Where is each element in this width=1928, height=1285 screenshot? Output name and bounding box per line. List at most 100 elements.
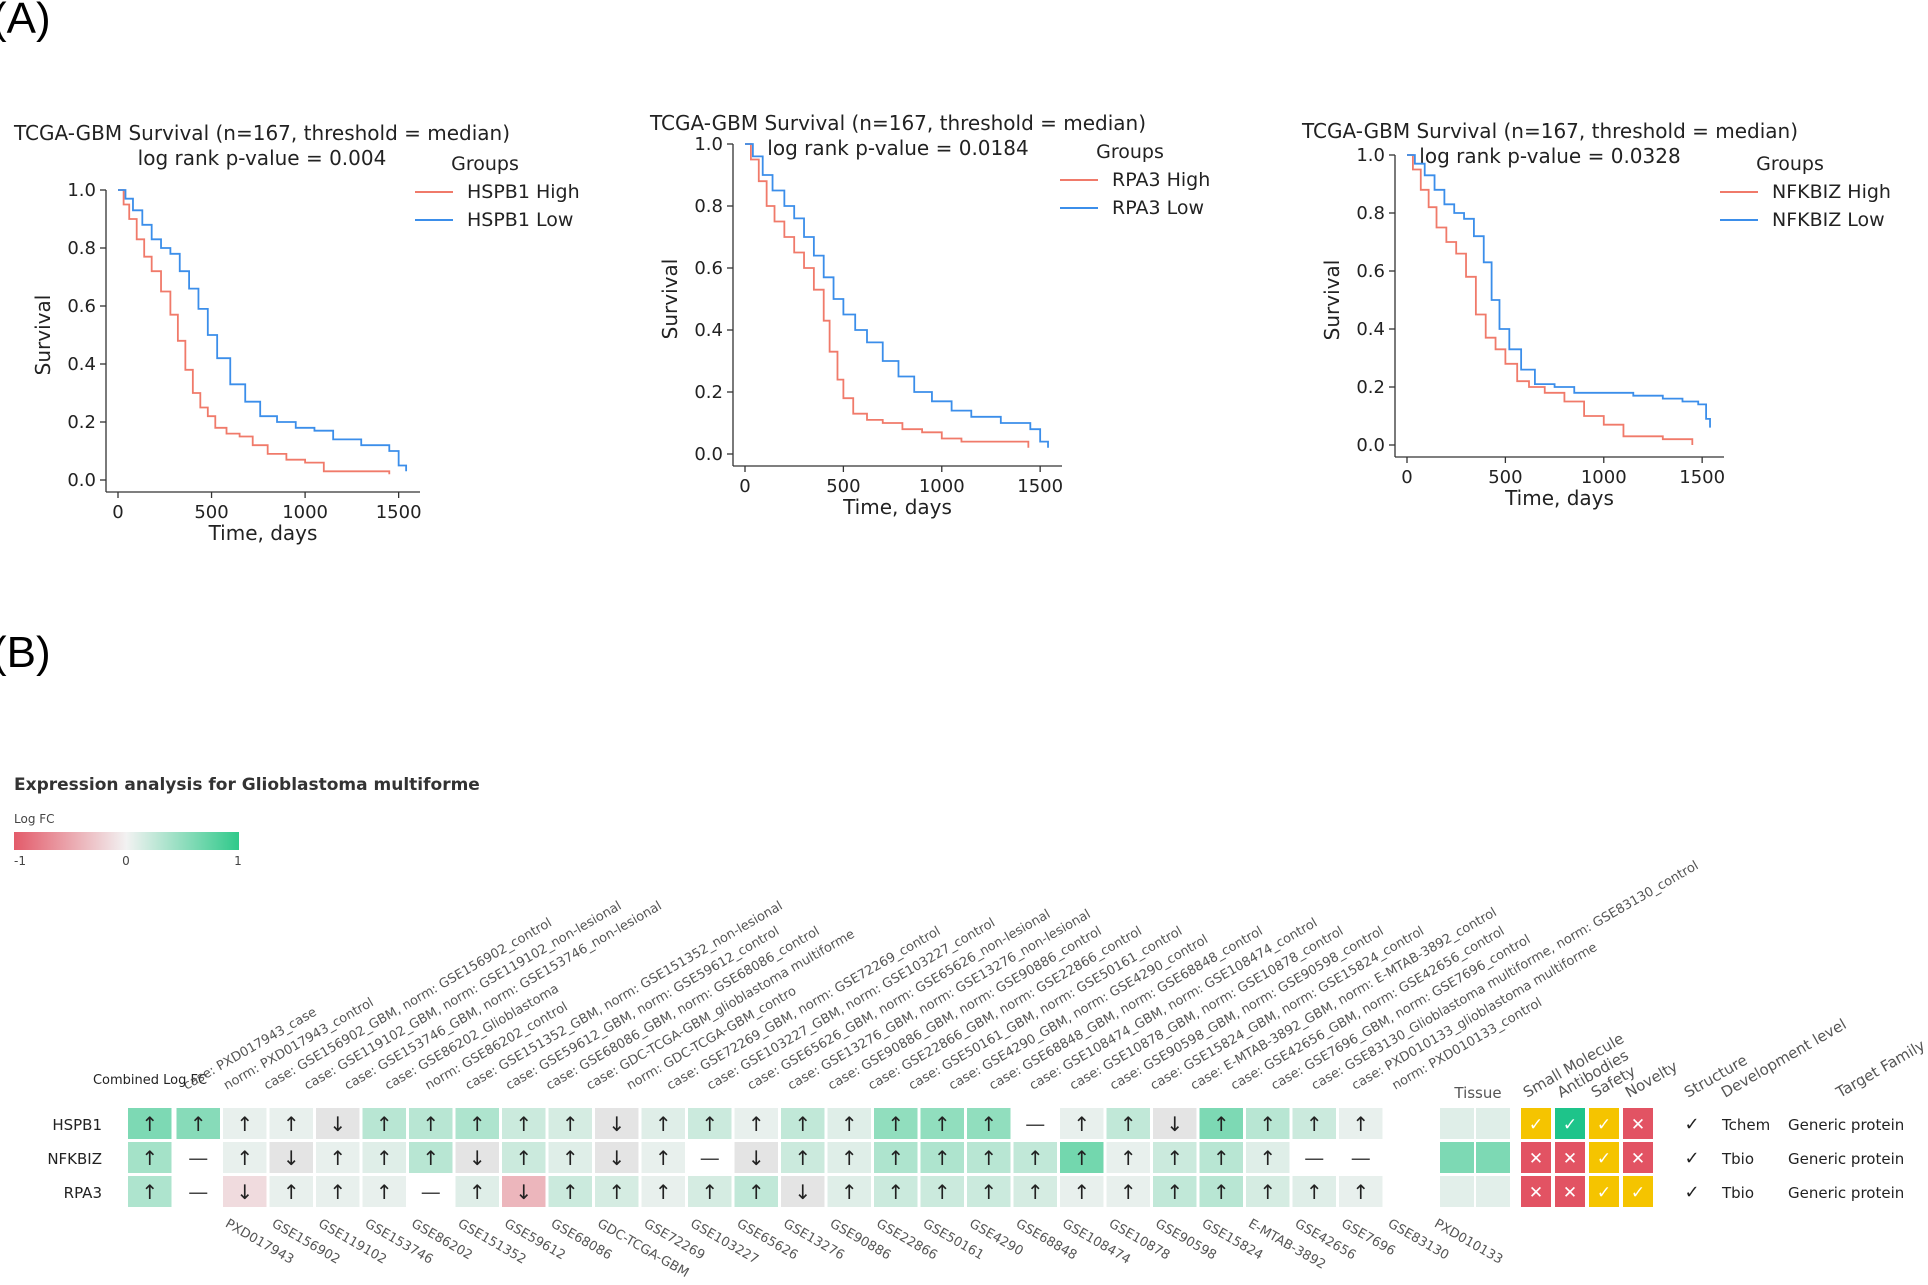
expression-cell: [781, 1142, 825, 1173]
expression-arrow: ↑: [236, 1112, 253, 1136]
cross-glyph: ✕: [1631, 1149, 1645, 1169]
km-chart-hspb1: TCGA-GBM Survival (n=167, threshold = me…: [13, 121, 580, 545]
expression-arrow: ↑: [515, 1112, 532, 1136]
colorbar-tick: 0: [122, 854, 130, 868]
x-tick-label: 0: [1401, 467, 1412, 488]
expression-arrow: ↑: [1166, 1180, 1183, 1204]
expression-arrow: ↑: [376, 1180, 393, 1204]
expression-arrow: ↑: [794, 1112, 811, 1136]
row-label-nfkbiz: NFKBIZ: [47, 1150, 102, 1168]
survival-curve-low: [1407, 154, 1711, 428]
expression-cell: [1199, 1142, 1243, 1173]
expression-cell: [827, 1108, 871, 1139]
km-chart-rpa3: TCGA-GBM Survival (n=167, threshold = me…: [649, 111, 1210, 519]
expression-cell: [1339, 1176, 1383, 1207]
panel-label-a: (A): [0, 0, 51, 43]
x-tick-label: 0: [739, 476, 750, 497]
expression-arrow: ↑: [283, 1112, 300, 1136]
y-tick-label: 0.6: [1356, 261, 1385, 282]
colorbar-tick: -1: [14, 854, 26, 868]
cross-glyph: ✕: [1563, 1183, 1577, 1203]
legend-title: Groups: [451, 153, 519, 175]
expression-arrow: ↓: [283, 1146, 300, 1170]
tissue-cell: [1440, 1142, 1474, 1173]
check-glyph: ✓: [1529, 1115, 1543, 1135]
y-tick-label: 0.0: [1356, 435, 1385, 456]
y-tick-label: 1.0: [694, 134, 723, 155]
y-axis-label: Survival: [658, 259, 682, 340]
y-axis-label: Survival: [1320, 260, 1344, 341]
expression-arrow: ↓: [236, 1180, 253, 1204]
tissue-cell: [1476, 1176, 1510, 1207]
expression-arrow: ↑: [887, 1180, 904, 1204]
y-tick-label: 0.4: [694, 320, 723, 341]
tissue-header: Tissue: [1453, 1084, 1501, 1102]
expression-cell: [269, 1176, 313, 1207]
legend-title: Groups: [1096, 141, 1164, 163]
check-glyph: ✓: [1597, 1149, 1611, 1169]
target-family: Generic protein: [1788, 1184, 1904, 1202]
expression-cell: [1013, 1142, 1057, 1173]
expression-arrow: ↑: [1213, 1112, 1230, 1136]
legend-title: Groups: [1756, 153, 1824, 175]
expression-cell: [874, 1176, 918, 1207]
x-tick-label: 500: [1488, 467, 1522, 488]
expression-cell: [1199, 1108, 1243, 1139]
combined-arrow: ↑: [141, 1146, 158, 1170]
expression-arrow: ↑: [934, 1112, 951, 1136]
y-tick-label: 0.4: [67, 354, 96, 375]
x-axis-label: Time, days: [842, 495, 952, 519]
expression-cell: [1060, 1176, 1104, 1207]
expression-cell: [1106, 1108, 1150, 1139]
expression-cell: [1153, 1176, 1197, 1207]
expression-cell: [827, 1176, 871, 1207]
expression-cell: [641, 1176, 685, 1207]
y-tick-label: 0.0: [694, 444, 723, 465]
expression-arrow: ↑: [469, 1180, 486, 1204]
survival-curve-low: [745, 143, 1049, 448]
expression-arrow: —: [421, 1180, 441, 1204]
expression-arrow: ↑: [1259, 1112, 1276, 1136]
expression-arrow: —: [1351, 1146, 1371, 1170]
check-icon: [1623, 1176, 1653, 1207]
expression-cell: [269, 1108, 313, 1139]
expression-arrow: ↑: [1166, 1146, 1183, 1170]
combined-cell: [128, 1108, 172, 1139]
check-glyph: ✓: [1563, 1115, 1577, 1135]
colorbar-label: Log FC: [14, 812, 55, 826]
expression-arrow: ↑: [655, 1180, 672, 1204]
survival-curve-high: [118, 189, 391, 475]
y-tick-label: 0.4: [1356, 319, 1385, 340]
expression-cell: [641, 1142, 685, 1173]
tissue-cell: [1476, 1108, 1510, 1139]
legend-entry: RPA3 High: [1112, 169, 1210, 191]
y-axis-label: Survival: [31, 295, 55, 376]
expression-arrow: ↑: [422, 1112, 439, 1136]
legend-entry: HSPB1 High: [467, 181, 580, 203]
check-icon: [1555, 1108, 1585, 1139]
expression-arrow: —: [1304, 1146, 1324, 1170]
colorbar: [14, 832, 239, 850]
combined-header: Combined Log FC: [93, 1073, 207, 1088]
expression-arrow: ↑: [748, 1112, 765, 1136]
y-tick-label: 0.2: [67, 412, 96, 433]
expression-cell: [1060, 1108, 1104, 1139]
expression-arrow: ↑: [1352, 1112, 1369, 1136]
cross-icon: [1521, 1176, 1551, 1207]
expression-arrow: ↓: [329, 1112, 346, 1136]
legend-entry: NFKBIZ High: [1772, 181, 1891, 203]
expression-cell: [316, 1176, 360, 1207]
chart-title: TCGA-GBM Survival (n=167, threshold = me…: [649, 111, 1146, 135]
combined-cell: [128, 1176, 172, 1207]
expression-cell: [223, 1108, 267, 1139]
row-label-rpa3: RPA3: [64, 1184, 102, 1202]
check-icon: [1521, 1108, 1551, 1139]
x-tick-label: 1500: [376, 502, 422, 523]
row-label-hspb1: HSPB1: [52, 1116, 102, 1134]
chart-title: TCGA-GBM Survival (n=167, threshold = me…: [1301, 120, 1798, 143]
expression-cell: [316, 1142, 360, 1173]
x-tick-label: 500: [194, 502, 228, 523]
expression-arrow: ↑: [980, 1146, 997, 1170]
expression-arrow: ↑: [934, 1180, 951, 1204]
heatmap-title: Expression analysis for Glioblastoma mul…: [14, 775, 480, 795]
